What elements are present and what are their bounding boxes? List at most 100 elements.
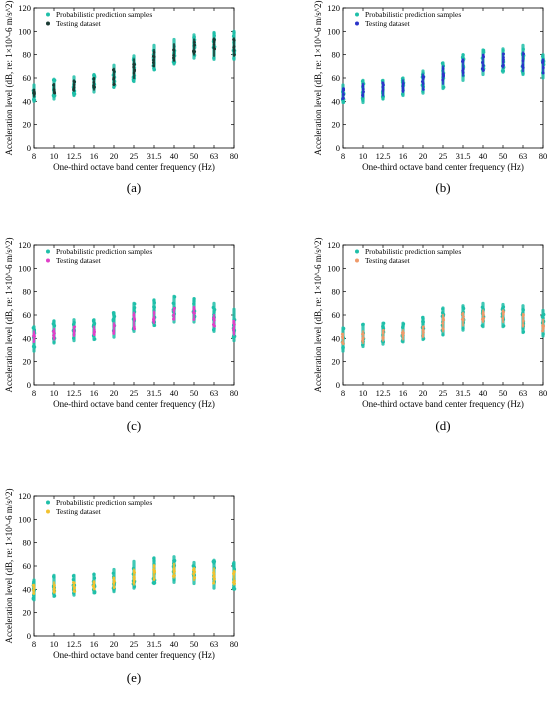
x-tick-label: 25 bbox=[439, 151, 448, 161]
data-point bbox=[362, 87, 365, 91]
data-point bbox=[72, 79, 76, 83]
data-point bbox=[522, 52, 525, 56]
chart-panel: 0 20 40 60 80 100 120 8 10 12.5 16 20 25 31.5 40 50 63 80… bbox=[313, 238, 547, 433]
data-point bbox=[442, 85, 446, 89]
y-tick-label: 120 bbox=[18, 3, 31, 13]
data-point bbox=[381, 331, 385, 335]
chart-panel: 0 20 40 60 80 100 120 8 10 12.5 16 20 25 31.5 40 50 63 80… bbox=[4, 1, 238, 195]
data-point bbox=[211, 328, 216, 332]
x-tick-label: 12.5 bbox=[67, 639, 82, 649]
data-point bbox=[521, 324, 525, 327]
chart-panel: 0 20 40 60 80 100 120 8 10 12.5 16 20 25 31.5 40 50 63 80… bbox=[4, 238, 238, 433]
data-point bbox=[441, 333, 445, 337]
x-tick-label: 16 bbox=[399, 151, 408, 161]
chart-panel: 0 20 40 60 80 100 120 8 10 12.5 16 20 25 31.5 40 50 63 80… bbox=[4, 489, 238, 685]
x-tick-label: 40 bbox=[170, 388, 179, 398]
data-point bbox=[232, 30, 236, 35]
y-tick-label: 80 bbox=[23, 287, 32, 297]
x-tick-label: 40 bbox=[170, 151, 179, 161]
panel-label: (e) bbox=[127, 670, 141, 685]
data-point bbox=[193, 311, 196, 315]
data-point bbox=[461, 53, 465, 57]
data-point bbox=[112, 588, 116, 592]
y-tick-label: 0 bbox=[27, 631, 31, 641]
data-point bbox=[112, 576, 116, 580]
data-point bbox=[462, 318, 465, 322]
data-point bbox=[461, 326, 465, 330]
data-point bbox=[421, 317, 425, 321]
x-tick-label: 25 bbox=[439, 388, 448, 398]
data-point bbox=[32, 337, 36, 341]
data-point bbox=[111, 311, 116, 315]
series-1 bbox=[32, 37, 236, 98]
x-tick-label: 50 bbox=[190, 388, 199, 398]
data-point bbox=[112, 586, 116, 589]
series-1 bbox=[341, 51, 545, 101]
y-tick-label: 100 bbox=[18, 514, 31, 524]
x-tick-label: 50 bbox=[190, 151, 199, 161]
data-point bbox=[381, 85, 384, 89]
data-point bbox=[153, 570, 157, 574]
data-point bbox=[442, 327, 445, 331]
data-point bbox=[361, 322, 365, 327]
data-point bbox=[521, 47, 525, 51]
data-point bbox=[32, 332, 36, 336]
data-point bbox=[72, 589, 76, 593]
data-point bbox=[192, 572, 195, 576]
x-axis-label: One-third octave band center frequency (… bbox=[362, 162, 524, 172]
x-tick-label: 63 bbox=[210, 388, 219, 398]
data-point bbox=[192, 567, 196, 570]
panel-label: (d) bbox=[435, 418, 450, 433]
y-tick-label: 80 bbox=[332, 287, 341, 297]
x-axis-label: One-third octave band center frequency (… bbox=[53, 162, 215, 172]
data-point bbox=[31, 344, 36, 349]
data-point bbox=[422, 88, 425, 91]
y-axis-label: Acceleration level (dB, re: 1×10^-6 m/s^… bbox=[4, 238, 14, 393]
data-point bbox=[232, 565, 236, 569]
x-tick-label: 40 bbox=[479, 388, 488, 398]
data-point bbox=[362, 90, 365, 94]
data-point bbox=[401, 322, 406, 326]
data-point bbox=[361, 343, 365, 347]
data-point bbox=[53, 90, 56, 94]
data-point bbox=[152, 317, 156, 321]
data-point bbox=[152, 311, 156, 315]
data-point bbox=[172, 59, 176, 62]
data-point bbox=[232, 46, 235, 49]
y-tick-label: 120 bbox=[327, 240, 340, 250]
series-1 bbox=[340, 309, 545, 346]
data-point bbox=[442, 318, 446, 322]
data-point bbox=[212, 575, 215, 578]
data-point bbox=[211, 317, 215, 320]
data-point bbox=[132, 578, 136, 582]
y-tick-label: 40 bbox=[23, 333, 32, 343]
data-point bbox=[462, 315, 465, 318]
data-point bbox=[442, 74, 445, 77]
data-point bbox=[32, 592, 35, 595]
data-point bbox=[342, 93, 345, 96]
data-point bbox=[93, 337, 97, 341]
x-tick-label: 25 bbox=[130, 151, 139, 161]
data-point bbox=[541, 58, 545, 62]
data-point bbox=[152, 58, 155, 62]
data-point bbox=[133, 571, 137, 574]
data-point bbox=[521, 314, 525, 318]
x-tick-label: 40 bbox=[479, 151, 488, 161]
data-point bbox=[52, 83, 55, 87]
data-point bbox=[112, 77, 115, 81]
data-point bbox=[422, 331, 425, 334]
data-point bbox=[133, 302, 137, 306]
x-tick-label: 20 bbox=[110, 639, 119, 649]
data-point bbox=[212, 56, 216, 60]
data-point bbox=[211, 323, 215, 326]
data-point bbox=[93, 85, 96, 89]
data-point bbox=[72, 329, 76, 332]
y-axis-label: Acceleration level (dB, re: 1×10^-6 m/s^… bbox=[313, 238, 323, 393]
legend-marker bbox=[355, 249, 359, 254]
x-tick-label: 12.5 bbox=[376, 151, 391, 161]
data-point bbox=[52, 340, 56, 344]
data-point bbox=[212, 43, 216, 46]
data-point bbox=[233, 579, 236, 583]
data-point bbox=[53, 594, 57, 598]
data-point bbox=[440, 61, 445, 65]
